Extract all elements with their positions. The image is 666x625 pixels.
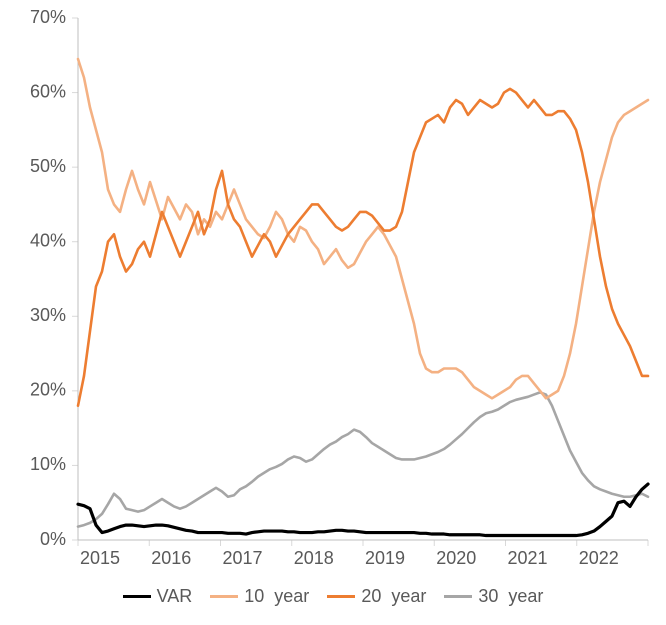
x-tick-label: 2018 [294,548,334,568]
legend-item-y10: 10 year [210,586,309,607]
x-tick-label: 2015 [80,548,120,568]
legend-swatch [444,595,472,598]
y-tick-label: 10% [30,454,66,474]
legend-label: 30 year [478,586,543,607]
legend-swatch [123,595,151,598]
chart-canvas: 0% 10% 20% 30% 40% 50% 60% 70% 2015 2016 2017 2018 2… [0,0,666,625]
x-tick-label: 2019 [365,548,405,568]
y-tick-label: 40% [30,230,66,250]
line-chart: 0% 10% 20% 30% 40% 50% 60% 70% 2015 2016 2017 2018 2… [0,0,666,625]
y-tick-label: 50% [30,156,66,176]
y-tick-label: 0% [40,529,66,549]
legend-label: 20 year [361,586,426,607]
x-tick-label: 2020 [436,548,476,568]
legend-label: VAR [157,586,193,607]
y-tick-label: 60% [30,81,66,101]
legend-swatch [327,595,355,598]
x-tick-label: 2022 [579,548,619,568]
legend-swatch [210,595,238,598]
legend-item-y30: 30 year [444,586,543,607]
x-tick-label: 2016 [151,548,191,568]
chart-legend: VAR 10 year 20 year 30 year [0,586,666,607]
legend-label: 10 year [244,586,309,607]
y-tick-label: 30% [30,305,66,325]
legend-item-y20: 20 year [327,586,426,607]
x-tick-label: 2021 [508,548,548,568]
y-tick-label: 70% [30,7,66,27]
x-tick-label: 2017 [223,548,263,568]
legend-item-VAR: VAR [123,586,193,607]
y-tick-label: 20% [30,380,66,400]
